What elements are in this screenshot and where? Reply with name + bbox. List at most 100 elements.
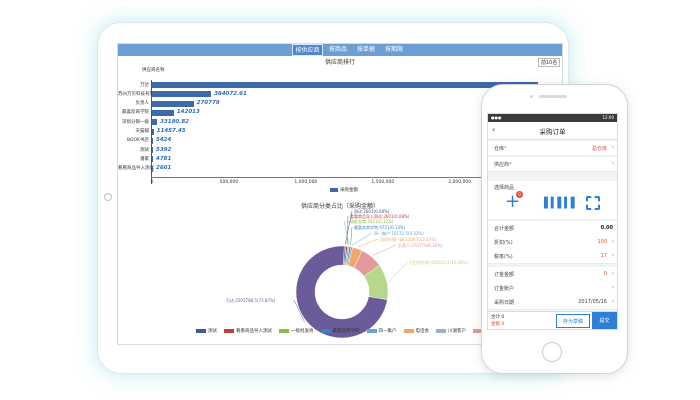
barcode-icon[interactable]: ▌▍▌▍▌ <box>544 198 578 209</box>
legend-item[interactable]: 川湖客户 <box>436 328 466 334</box>
bar[interactable] <box>152 91 212 98</box>
bar[interactable] <box>152 147 153 154</box>
x-tick-label: 1,500,000 <box>371 180 395 185</box>
slice-label: 看看商品导入测试:2601(0.08%) <box>350 214 410 219</box>
y-tick-label: 测试 <box>140 147 149 153</box>
slice-label: 负责人:270779(8.30%) <box>398 243 443 248</box>
back-icon[interactable]: ‹ <box>492 125 496 134</box>
bar[interactable] <box>152 109 174 116</box>
legend-item[interactable]: 最喜欢商学院 <box>320 328 360 334</box>
bar[interactable] <box>152 165 153 172</box>
bar[interactable] <box>152 100 194 107</box>
discount-row[interactable]: 折扣(%) 100 › <box>488 235 617 250</box>
x-tick-label: 500,000 <box>219 180 239 185</box>
bar-value-label: 4781 <box>156 155 172 162</box>
tab-by-document[interactable]: 按单据 <box>356 46 375 53</box>
chevron-right-icon: › <box>611 238 614 245</box>
legend-label: 看看商品导入测试 <box>236 329 272 334</box>
bar[interactable] <box>152 128 154 135</box>
select-goods-section: 选择商品 + 0 ▌▍▌▍▌ <box>488 181 617 220</box>
chevron-right-icon: › <box>611 270 614 277</box>
legend-label: 电话会 <box>415 329 430 334</box>
label-leader-line <box>388 261 409 282</box>
phone-home-button[interactable] <box>542 342 562 362</box>
legend-swatch <box>196 329 206 333</box>
tax-rate-row[interactable]: 税率(%) 17 › <box>488 249 617 264</box>
bar-value-label: 270779 <box>196 100 220 107</box>
y-tick-label: 看看商品导入测试 <box>118 166 154 172</box>
bottom-action-bar: 合计 0 金额 0 存为草稿 提交 <box>488 311 617 329</box>
slice-label: 测试:2601(0.08%) <box>354 209 390 214</box>
slice-label: (空)供应商:429352.4(12.09%) <box>410 260 468 265</box>
donut-chart <box>293 210 409 339</box>
legend-label: 四一集户 <box>378 329 397 334</box>
y-tick-label: 天猫铺 <box>135 129 150 134</box>
legend-swatch <box>330 187 338 192</box>
x-tick-label: 0 <box>150 180 154 185</box>
top-n-select[interactable]: 前10名 <box>538 58 561 67</box>
chevron-right-icon: › <box>611 252 614 259</box>
bar-value-label: 384072.61 <box>214 90 247 97</box>
legend-label: 测试 <box>208 329 217 334</box>
purchase-date-row[interactable]: 采购日期 2017/05/16 › <box>488 295 617 310</box>
label-leader-line <box>293 299 305 323</box>
legend-item[interactable]: 一级批发商 <box>279 328 314 334</box>
y-tick-label: BOOK书店 <box>126 138 149 144</box>
tab-by-supplier[interactable]: 按供应商 <box>292 44 323 56</box>
donut-slice[interactable] <box>295 245 388 339</box>
page-title: 采购订单 <box>539 128 566 136</box>
tablet-home-button <box>104 193 112 201</box>
chevron-right-icon: › <box>611 298 614 305</box>
chevron-right-icon: › <box>611 284 614 291</box>
tab-bar: 按供应商 按商品 按单据 按期限 <box>118 44 562 56</box>
legend-item[interactable]: 四一集户 <box>366 328 397 334</box>
bar[interactable] <box>152 119 158 126</box>
legend-label: 采购金额 <box>340 188 358 193</box>
legend-swatch <box>366 329 377 333</box>
signal-icon: ●●● <box>491 115 502 120</box>
y-axis-name: 供应商名称 <box>142 68 165 73</box>
chevron-right-icon: › <box>611 160 614 167</box>
summary-count: 合计 0 <box>491 315 505 320</box>
bar-legend[interactable]: 采购金额 <box>330 187 358 193</box>
y-tick-label: 苏州万贝科技有限公司 <box>118 91 163 97</box>
deposit-amount-row[interactable]: 订金金额 0 › <box>488 267 617 282</box>
warehouse-value: 总仓库 <box>591 146 607 152</box>
y-axis-line <box>151 80 152 184</box>
tab-by-period[interactable]: 按期限 <box>384 46 403 53</box>
bar-value-label: 33180.82 <box>160 118 189 125</box>
legend-swatch <box>436 329 446 333</box>
bar-value-label: 5424 <box>156 137 172 144</box>
slice-label: 深圳分销一级:120470(3.44%) <box>380 237 437 242</box>
summary-amount: 金额 0 <box>491 322 505 327</box>
phone-screen: ●●● 12:00 ‹ 采购订单 仓库* 总仓库 › 供应商* › 选择商品 +… <box>487 113 618 330</box>
chevron-right-icon: › <box>611 144 614 151</box>
deposit-account-row[interactable]: 订金账户 › <box>488 281 617 296</box>
save-draft-button[interactable]: 存为草稿 <box>556 314 590 328</box>
scan-icon[interactable] <box>586 196 600 210</box>
legend-item[interactable]: 看看商品导入测试 <box>224 328 272 334</box>
submit-button[interactable]: 提交 <box>592 312 617 329</box>
field-label: 仓库* <box>494 146 507 152</box>
select-goods-label: 选择商品 <box>494 185 515 191</box>
field-label: 供应商* <box>494 162 512 168</box>
legend-swatch <box>224 329 234 333</box>
legend-label: 一级批发商 <box>291 329 314 334</box>
label-leader-line <box>346 215 349 245</box>
phone-speaker <box>539 95 567 98</box>
warehouse-field[interactable]: 仓库* 总仓库 › <box>488 141 617 156</box>
app-header: ‹ 采购订单 <box>488 122 617 140</box>
tab-by-goods[interactable]: 按商品 <box>328 46 347 53</box>
status-time: 12:00 <box>602 115 614 120</box>
bar[interactable] <box>152 137 153 144</box>
bar[interactable] <box>152 82 538 88</box>
legend-item[interactable]: 电话会 <box>403 328 430 334</box>
supplier-field[interactable]: 供应商* › <box>488 157 617 172</box>
bar[interactable] <box>152 156 153 163</box>
goods-count-badge: 0 <box>516 191 523 198</box>
label-leader-line <box>358 238 379 248</box>
legend-item[interactable]: 测试 <box>196 328 217 334</box>
legend-label: 最喜欢商学院 <box>332 329 360 334</box>
label-leader-line <box>345 210 353 245</box>
bar-value-label: 11457.45 <box>156 128 186 134</box>
